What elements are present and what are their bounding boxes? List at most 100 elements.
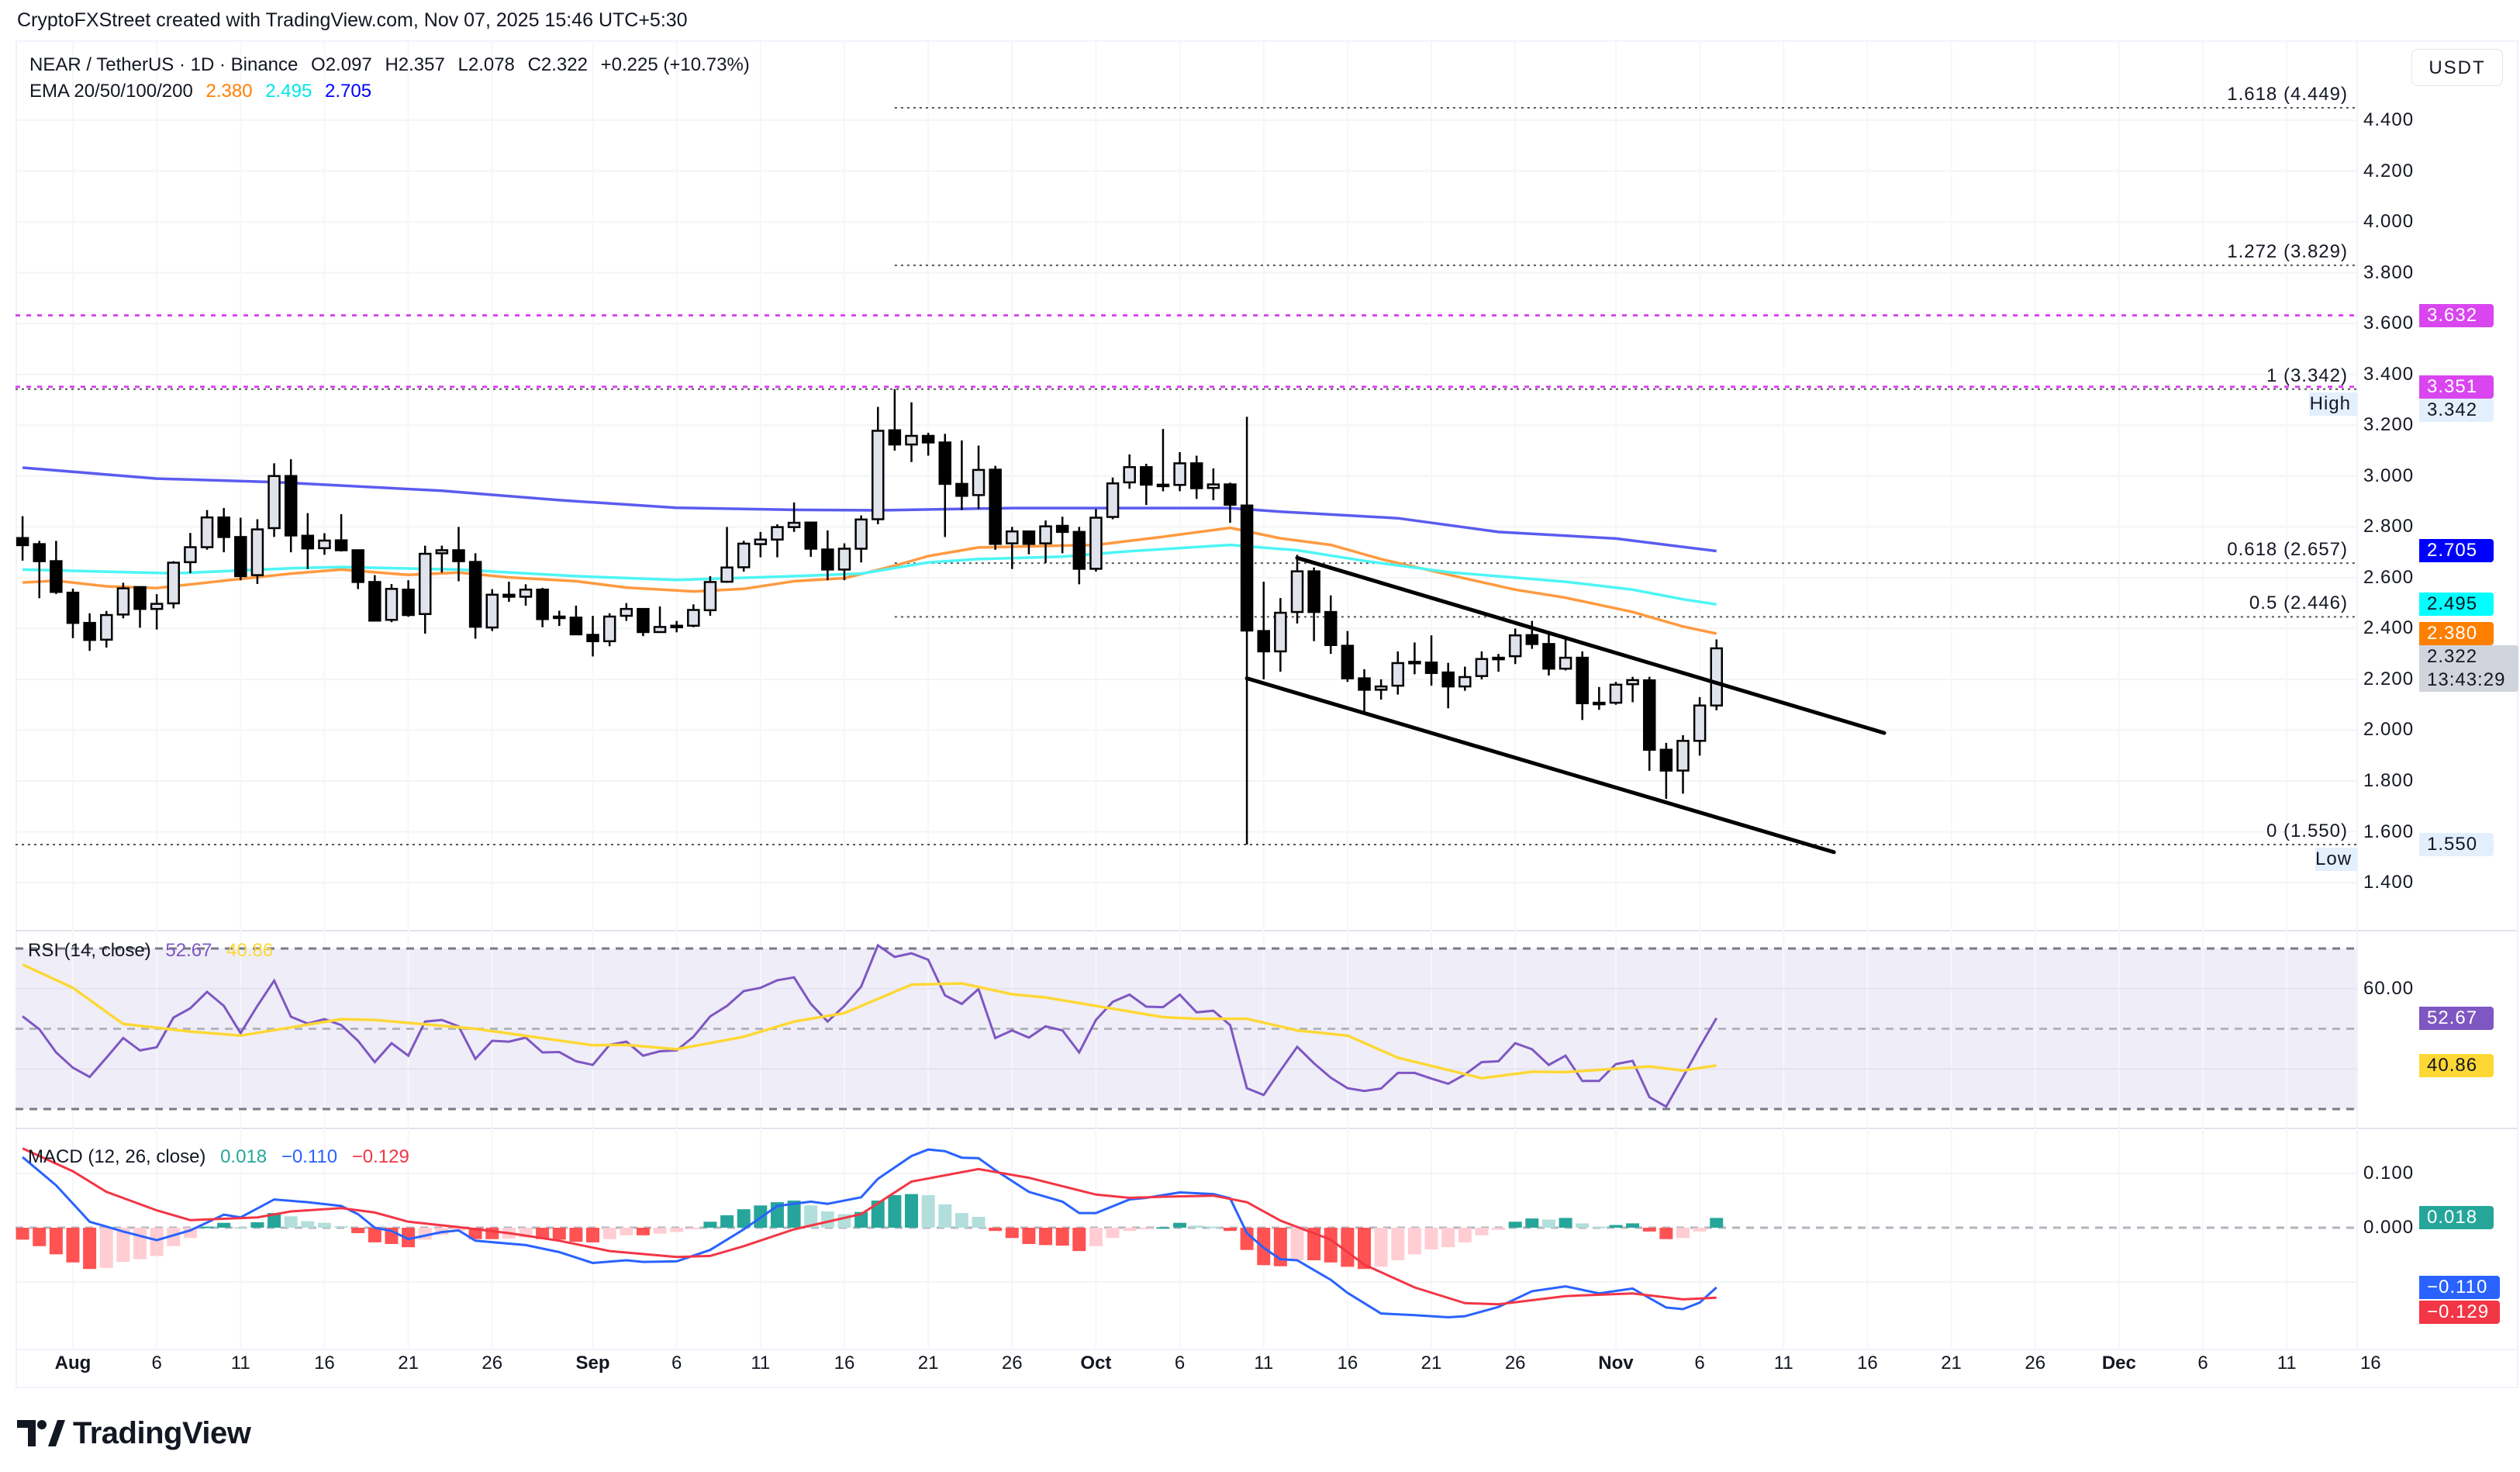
candle <box>787 502 801 532</box>
macd-histogram-bar <box>233 1227 247 1229</box>
price-tick-label: 2.800 <box>2363 516 2415 537</box>
candle <box>167 561 181 609</box>
candle <box>888 389 902 451</box>
candle-body <box>1424 662 1438 674</box>
price-tick-label: 2.200 <box>2363 668 2415 689</box>
macd-signal-line <box>22 1147 1717 1306</box>
candle-body <box>16 537 29 547</box>
candle-body <box>1341 644 1355 679</box>
macd-histogram-bar <box>921 1195 935 1228</box>
candle <box>720 527 734 583</box>
macd-histogram-bar <box>871 1201 885 1228</box>
price-tick-label: 3.000 <box>2363 465 2415 486</box>
candle-body <box>1039 525 1052 544</box>
candle <box>50 541 63 594</box>
candle-body <box>184 546 197 564</box>
ema-legend[interactable]: EMA 20/50/100/200 2.380 2.495 2.705 <box>29 81 379 102</box>
candle-body <box>83 621 96 641</box>
candle-body <box>167 562 181 605</box>
candle <box>989 465 1002 550</box>
ema-value-blue: 2.705 <box>324 81 372 102</box>
candle-body <box>602 615 616 643</box>
symbol-name[interactable]: NEAR / TetherUS · 1D · Binance <box>29 54 299 75</box>
price-tick-label: 3.800 <box>2363 261 2415 283</box>
macd-histogram-bar <box>284 1216 298 1228</box>
candle <box>351 549 364 589</box>
candle <box>66 588 80 638</box>
tradingview-logo[interactable]: TradingView <box>17 1415 251 1450</box>
time-tick-label: 11 <box>2277 1353 2297 1374</box>
candle-body <box>1576 656 1589 704</box>
candle-body <box>1257 630 1270 653</box>
price-tick-label: 1.400 <box>2363 872 2415 893</box>
candle <box>703 575 717 617</box>
time-tick-label: 16 <box>1857 1353 1878 1374</box>
time-tick-label: Oct <box>1080 1353 1112 1374</box>
candle-body <box>1089 517 1103 570</box>
candle-body <box>1022 530 1036 545</box>
candle <box>268 463 281 537</box>
macd-histogram-bar <box>49 1228 63 1255</box>
time-tick-label: 6 <box>671 1353 682 1374</box>
candle-body <box>787 521 801 528</box>
candle <box>334 513 348 552</box>
candle-body <box>553 615 566 620</box>
macd-histogram-bar <box>536 1228 550 1239</box>
candle <box>536 587 549 627</box>
candle <box>871 406 885 525</box>
candle <box>1006 527 1019 569</box>
candle-body <box>586 634 599 643</box>
macd-histogram-bar <box>620 1228 633 1235</box>
time-tick-label: 6 <box>151 1353 162 1374</box>
macd-histogram-bar <box>200 1226 214 1228</box>
candle <box>318 533 331 555</box>
tradingview-logo-text: TradingView <box>73 1415 251 1450</box>
time-tick-label: 16 <box>1337 1353 1358 1374</box>
price-badge: 3.351 <box>2419 375 2494 399</box>
macd-histogram-bar <box>1391 1228 1405 1260</box>
candle-body <box>1173 462 1186 486</box>
macd-histogram-bar <box>1642 1228 1656 1232</box>
candle <box>150 594 164 630</box>
macd-histogram-bar <box>1609 1225 1623 1228</box>
price-badge: 1.550 <box>2419 832 2494 856</box>
candle-body <box>653 626 667 634</box>
candle-body <box>1693 704 1707 742</box>
time-tick-label: 11 <box>751 1353 771 1374</box>
price-badge: 2.495 <box>2419 593 2494 617</box>
macd-histogram-bar <box>938 1204 952 1228</box>
macd-legend[interactable]: MACD (12, 26, close) 0.018 −0.110 −0.129 <box>28 1146 419 1168</box>
macd-histogram-bar <box>268 1213 281 1228</box>
macd-histogram-bar <box>1492 1228 1506 1230</box>
candle <box>1173 451 1186 492</box>
macd-histogram-bar <box>1458 1228 1472 1242</box>
candle-body <box>519 589 533 598</box>
macd-histogram-bar <box>250 1222 264 1228</box>
currency-selector[interactable]: USDT <box>2411 49 2503 86</box>
rsi-value: 52.67 <box>165 940 212 961</box>
rsi-label: RSI (14, close) <box>28 940 151 961</box>
price-badge-value: 2.380 <box>2427 622 2478 644</box>
candle-body <box>687 609 700 627</box>
bar-countdown: 13:43:29 <box>2427 669 2506 690</box>
macd-histogram-bar <box>569 1228 583 1242</box>
candle <box>637 607 650 637</box>
macd-histogram-bar <box>1005 1228 1019 1239</box>
ema-label: EMA 20/50/100/200 <box>29 81 193 102</box>
time-tick-label: 11 <box>230 1353 250 1374</box>
time-tick-label: 6 <box>1694 1353 1705 1374</box>
rsi-legend[interactable]: RSI (14, close) 52.67 40.86 <box>28 940 282 962</box>
fib-level-label: 1.618 (4.449) <box>2227 83 2348 105</box>
candle <box>921 433 935 456</box>
candle-body <box>989 468 1002 545</box>
candle-body <box>234 536 247 578</box>
macd-tick-label: 0.000 <box>2363 1217 2415 1238</box>
tradingview-logo-icon <box>17 1420 65 1446</box>
candle-body <box>871 430 885 520</box>
macd-histogram-bar <box>1089 1228 1103 1246</box>
candle <box>1106 477 1120 520</box>
macd-histogram-bar <box>1358 1228 1372 1270</box>
fib-level-label: 0.618 (2.657) <box>2227 539 2348 561</box>
ohlc-low: L2.078 <box>457 54 515 75</box>
